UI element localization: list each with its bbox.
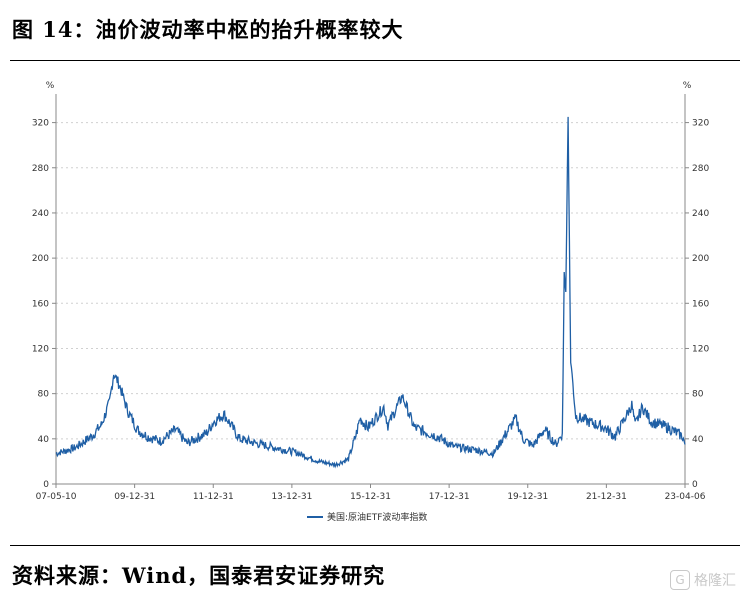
y-tick-label-right: 80 — [692, 390, 704, 400]
y-tick-label: 40 — [38, 435, 50, 445]
x-tick-label: 17-12-31 — [429, 492, 470, 502]
y-tick-label-right: 120 — [692, 344, 709, 354]
y-tick-label-right: 0 — [692, 480, 698, 490]
x-tick-label: 09-12-31 — [114, 492, 155, 502]
y-tick-label-right: 320 — [692, 119, 709, 129]
x-tick-labels: 07-05-10 09-12-31 11-12-31 13-12-31 15-12-31… — [36, 484, 706, 502]
volatility-line-chart: % % 0 0 40 40 80 80 120 120 160 160 200 200 240 240 28… — [32, 81, 710, 523]
y-tick-label-right: 160 — [692, 299, 709, 309]
y-tick-label-right: 40 — [692, 435, 704, 445]
y-tick-label: 240 — [32, 209, 49, 219]
y-tick-label-right: 240 — [692, 209, 709, 219]
source-note: 资料来源：Wind，国泰君安证券研究 — [12, 563, 386, 588]
x-tick-label: 11-12-31 — [193, 492, 234, 502]
top-rule — [10, 60, 740, 61]
y-tick-label: 0 — [43, 480, 49, 490]
y-tick-labels: 0 0 40 40 80 80 120 120 160 160 200 200 240 240 280 280… — [32, 119, 710, 490]
bottom-rule — [10, 545, 740, 546]
y-tick-label-right: 280 — [692, 164, 709, 174]
x-tick-label: 19-12-31 — [507, 492, 548, 502]
y-tick-label: 280 — [32, 164, 49, 174]
x-tick-label: 15-12-31 — [350, 492, 391, 502]
y-tick-label: 120 — [32, 344, 49, 354]
y-tick-label: 160 — [32, 299, 49, 309]
y-tick-label: 320 — [32, 119, 49, 129]
y-unit-right: % — [683, 81, 692, 91]
legend: 美国:原油ETF波动率指数 — [307, 511, 427, 523]
x-tick-label: 21-12-31 — [586, 492, 627, 502]
grid-lines — [52, 122, 689, 485]
y-tick-label-right: 200 — [692, 254, 709, 264]
watermark-text: 格隆汇 — [694, 573, 736, 589]
y-unit-left: % — [46, 81, 55, 91]
watermark: G 格隆汇 — [670, 570, 736, 590]
figure-title: 图 14：油价波动率中枢的抬升概率较大 — [12, 17, 404, 42]
y-tick-label: 80 — [38, 390, 50, 400]
x-tick-label: 23-04-06 — [665, 492, 706, 502]
x-tick-label: 13-12-31 — [271, 492, 312, 502]
series-line — [55, 116, 686, 469]
legend-label: 美国:原油ETF波动率指数 — [327, 511, 427, 523]
x-tick-label: 07-05-10 — [36, 492, 77, 502]
watermark-logo-icon: G — [670, 570, 690, 590]
y-tick-label: 200 — [32, 254, 49, 264]
